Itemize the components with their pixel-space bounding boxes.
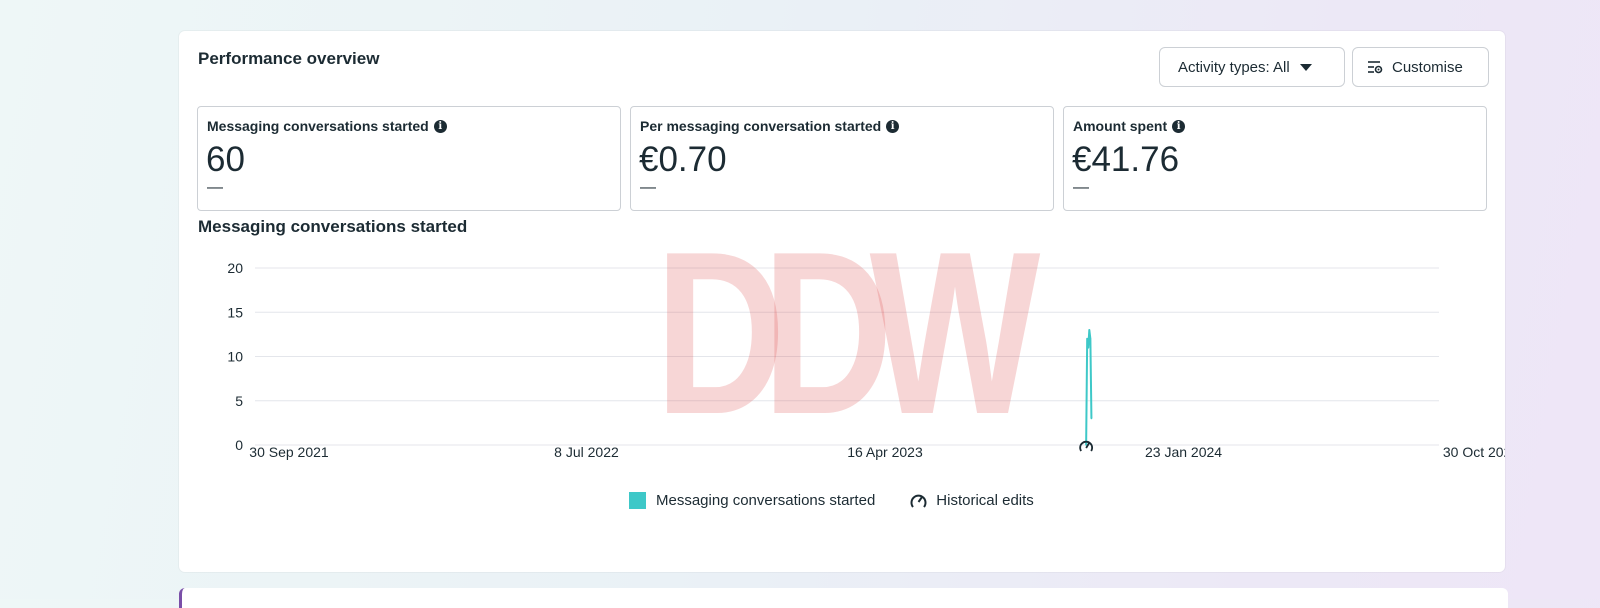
data-point bbox=[1089, 338, 1092, 340]
activity-types-dropdown[interactable]: Activity types: All bbox=[1159, 47, 1345, 87]
metric-label: Messaging conversations started i bbox=[207, 118, 447, 134]
info-icon[interactable]: i bbox=[1172, 119, 1186, 133]
metric-card-cost-per-conversation[interactable]: Per messaging conversation started i €0.… bbox=[630, 106, 1054, 211]
series-line bbox=[1085, 328, 1093, 446]
metric-delta: — bbox=[640, 179, 656, 196]
sliders-gear-icon bbox=[1368, 61, 1383, 74]
caret-down-icon bbox=[1299, 63, 1312, 71]
metric-label-text: Amount spent bbox=[1073, 118, 1168, 134]
info-icon[interactable]: i bbox=[433, 119, 447, 133]
metric-label: Per messaging conversation started i bbox=[640, 118, 900, 134]
legend-series-label: Messaging conversations started bbox=[656, 492, 876, 509]
y-tick-label: 10 bbox=[227, 349, 243, 365]
x-tick-label: 23 Jan 2024 bbox=[1145, 444, 1222, 460]
performance-overview-card: Performance overview Activity types: All… bbox=[179, 31, 1505, 572]
y-tick-label: 0 bbox=[235, 437, 243, 453]
metric-label-text: Messaging conversations started bbox=[207, 118, 429, 134]
data-point bbox=[1087, 346, 1090, 349]
x-tick-label: 16 Apr 2023 bbox=[847, 444, 923, 460]
line-chart: 0 5 10 15 20 30 Sep 2021 8 Jul 2022 16 Apr 2023… bbox=[227, 260, 1505, 460]
chart-legend: Messaging conversations started Historic… bbox=[629, 492, 1034, 509]
next-card-edge bbox=[179, 588, 1508, 608]
metric-value: €41.76 bbox=[1072, 140, 1180, 179]
metric-value: 60 bbox=[206, 140, 245, 179]
x-tick-label: 8 Jul 2022 bbox=[554, 444, 619, 460]
x-tick-label: 30 Oct 2024 bbox=[1443, 444, 1505, 460]
data-point bbox=[1088, 329, 1091, 331]
metric-label: Amount spent i bbox=[1073, 118, 1186, 134]
page-title: Performance overview bbox=[198, 49, 380, 68]
legend-edits-label: Historical edits bbox=[936, 492, 1034, 509]
metric-card-amount-spent[interactable]: Amount spent i €41.76 — bbox=[1063, 106, 1487, 211]
data-point bbox=[1090, 417, 1093, 420]
legend-item-series[interactable]: Messaging conversations started bbox=[629, 492, 875, 509]
historical-edit-marker bbox=[1079, 440, 1094, 452]
data-point bbox=[1086, 338, 1088, 340]
info-icon[interactable]: i bbox=[886, 119, 900, 133]
customise-label: Customise bbox=[1392, 58, 1463, 76]
metric-value: €0.70 bbox=[639, 140, 727, 179]
x-tick-label: 30 Sep 2021 bbox=[249, 444, 329, 460]
chart-title: Messaging conversations started bbox=[198, 217, 468, 236]
metric-delta: — bbox=[1073, 179, 1089, 196]
gauge-pencil-icon bbox=[910, 494, 927, 508]
legend-item-historical-edits[interactable]: Historical edits bbox=[909, 492, 1034, 509]
customise-button[interactable]: Customise bbox=[1352, 47, 1489, 87]
y-tick-label: 5 bbox=[235, 393, 243, 409]
y-tick-label: 15 bbox=[227, 304, 243, 320]
series-swatch bbox=[629, 492, 646, 509]
data-point bbox=[1085, 444, 1087, 446]
metric-label-text: Per messaging conversation started bbox=[640, 118, 882, 134]
y-tick-label: 20 bbox=[227, 260, 243, 276]
activity-types-label: Activity types: All bbox=[1178, 58, 1290, 76]
metric-delta: — bbox=[207, 179, 223, 196]
metric-card-conversations[interactable]: Messaging conversations started i 60 — bbox=[197, 106, 621, 211]
